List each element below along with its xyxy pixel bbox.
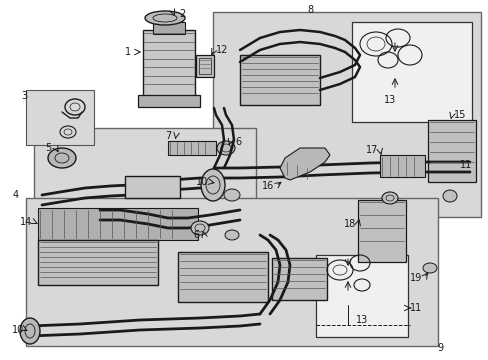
Text: 10: 10 <box>12 325 24 335</box>
Text: 14: 14 <box>20 217 32 227</box>
Text: 15: 15 <box>453 110 465 120</box>
Bar <box>196 55 214 77</box>
Ellipse shape <box>217 141 235 155</box>
Text: 13: 13 <box>383 95 395 105</box>
Ellipse shape <box>201 169 224 201</box>
Ellipse shape <box>145 11 184 25</box>
Bar <box>199 58 210 74</box>
Bar <box>357 200 405 262</box>
Ellipse shape <box>442 190 456 202</box>
Text: 16: 16 <box>262 181 274 191</box>
Text: 2: 2 <box>179 9 185 19</box>
Bar <box>240 55 319 105</box>
Bar <box>34 128 256 243</box>
Text: 11: 11 <box>409 303 421 313</box>
Bar <box>427 120 475 182</box>
Bar <box>351 22 471 122</box>
Bar <box>142 30 195 98</box>
Ellipse shape <box>191 221 208 235</box>
Text: 19: 19 <box>409 273 421 283</box>
Bar <box>26 198 437 346</box>
Text: 4: 4 <box>13 190 19 200</box>
Text: 10: 10 <box>196 177 208 187</box>
Text: 6: 6 <box>193 230 199 240</box>
Text: 9: 9 <box>436 343 442 353</box>
Bar <box>138 95 200 107</box>
Bar <box>315 255 407 337</box>
Bar <box>271 258 326 300</box>
Bar <box>38 240 158 285</box>
Text: 8: 8 <box>306 5 312 15</box>
Bar <box>379 155 424 177</box>
Text: 3: 3 <box>21 91 27 101</box>
Text: 6: 6 <box>234 137 241 147</box>
Ellipse shape <box>20 318 40 344</box>
Bar <box>26 90 94 145</box>
Ellipse shape <box>422 263 436 273</box>
Ellipse shape <box>48 148 76 168</box>
Ellipse shape <box>381 192 397 204</box>
Bar <box>168 141 216 155</box>
Text: 11: 11 <box>459 160 471 170</box>
Ellipse shape <box>224 230 239 240</box>
Bar <box>153 22 184 34</box>
Bar <box>125 176 180 198</box>
Text: 17: 17 <box>365 145 377 155</box>
Text: 7: 7 <box>164 131 171 141</box>
Bar <box>213 12 480 217</box>
Text: 5: 5 <box>45 143 51 153</box>
Bar <box>38 208 198 240</box>
Polygon shape <box>280 148 329 180</box>
Text: 13: 13 <box>355 315 367 325</box>
Ellipse shape <box>224 189 240 201</box>
Text: 12: 12 <box>215 45 228 55</box>
Bar <box>178 252 267 302</box>
Text: 1: 1 <box>124 47 131 57</box>
Text: 18: 18 <box>343 219 355 229</box>
